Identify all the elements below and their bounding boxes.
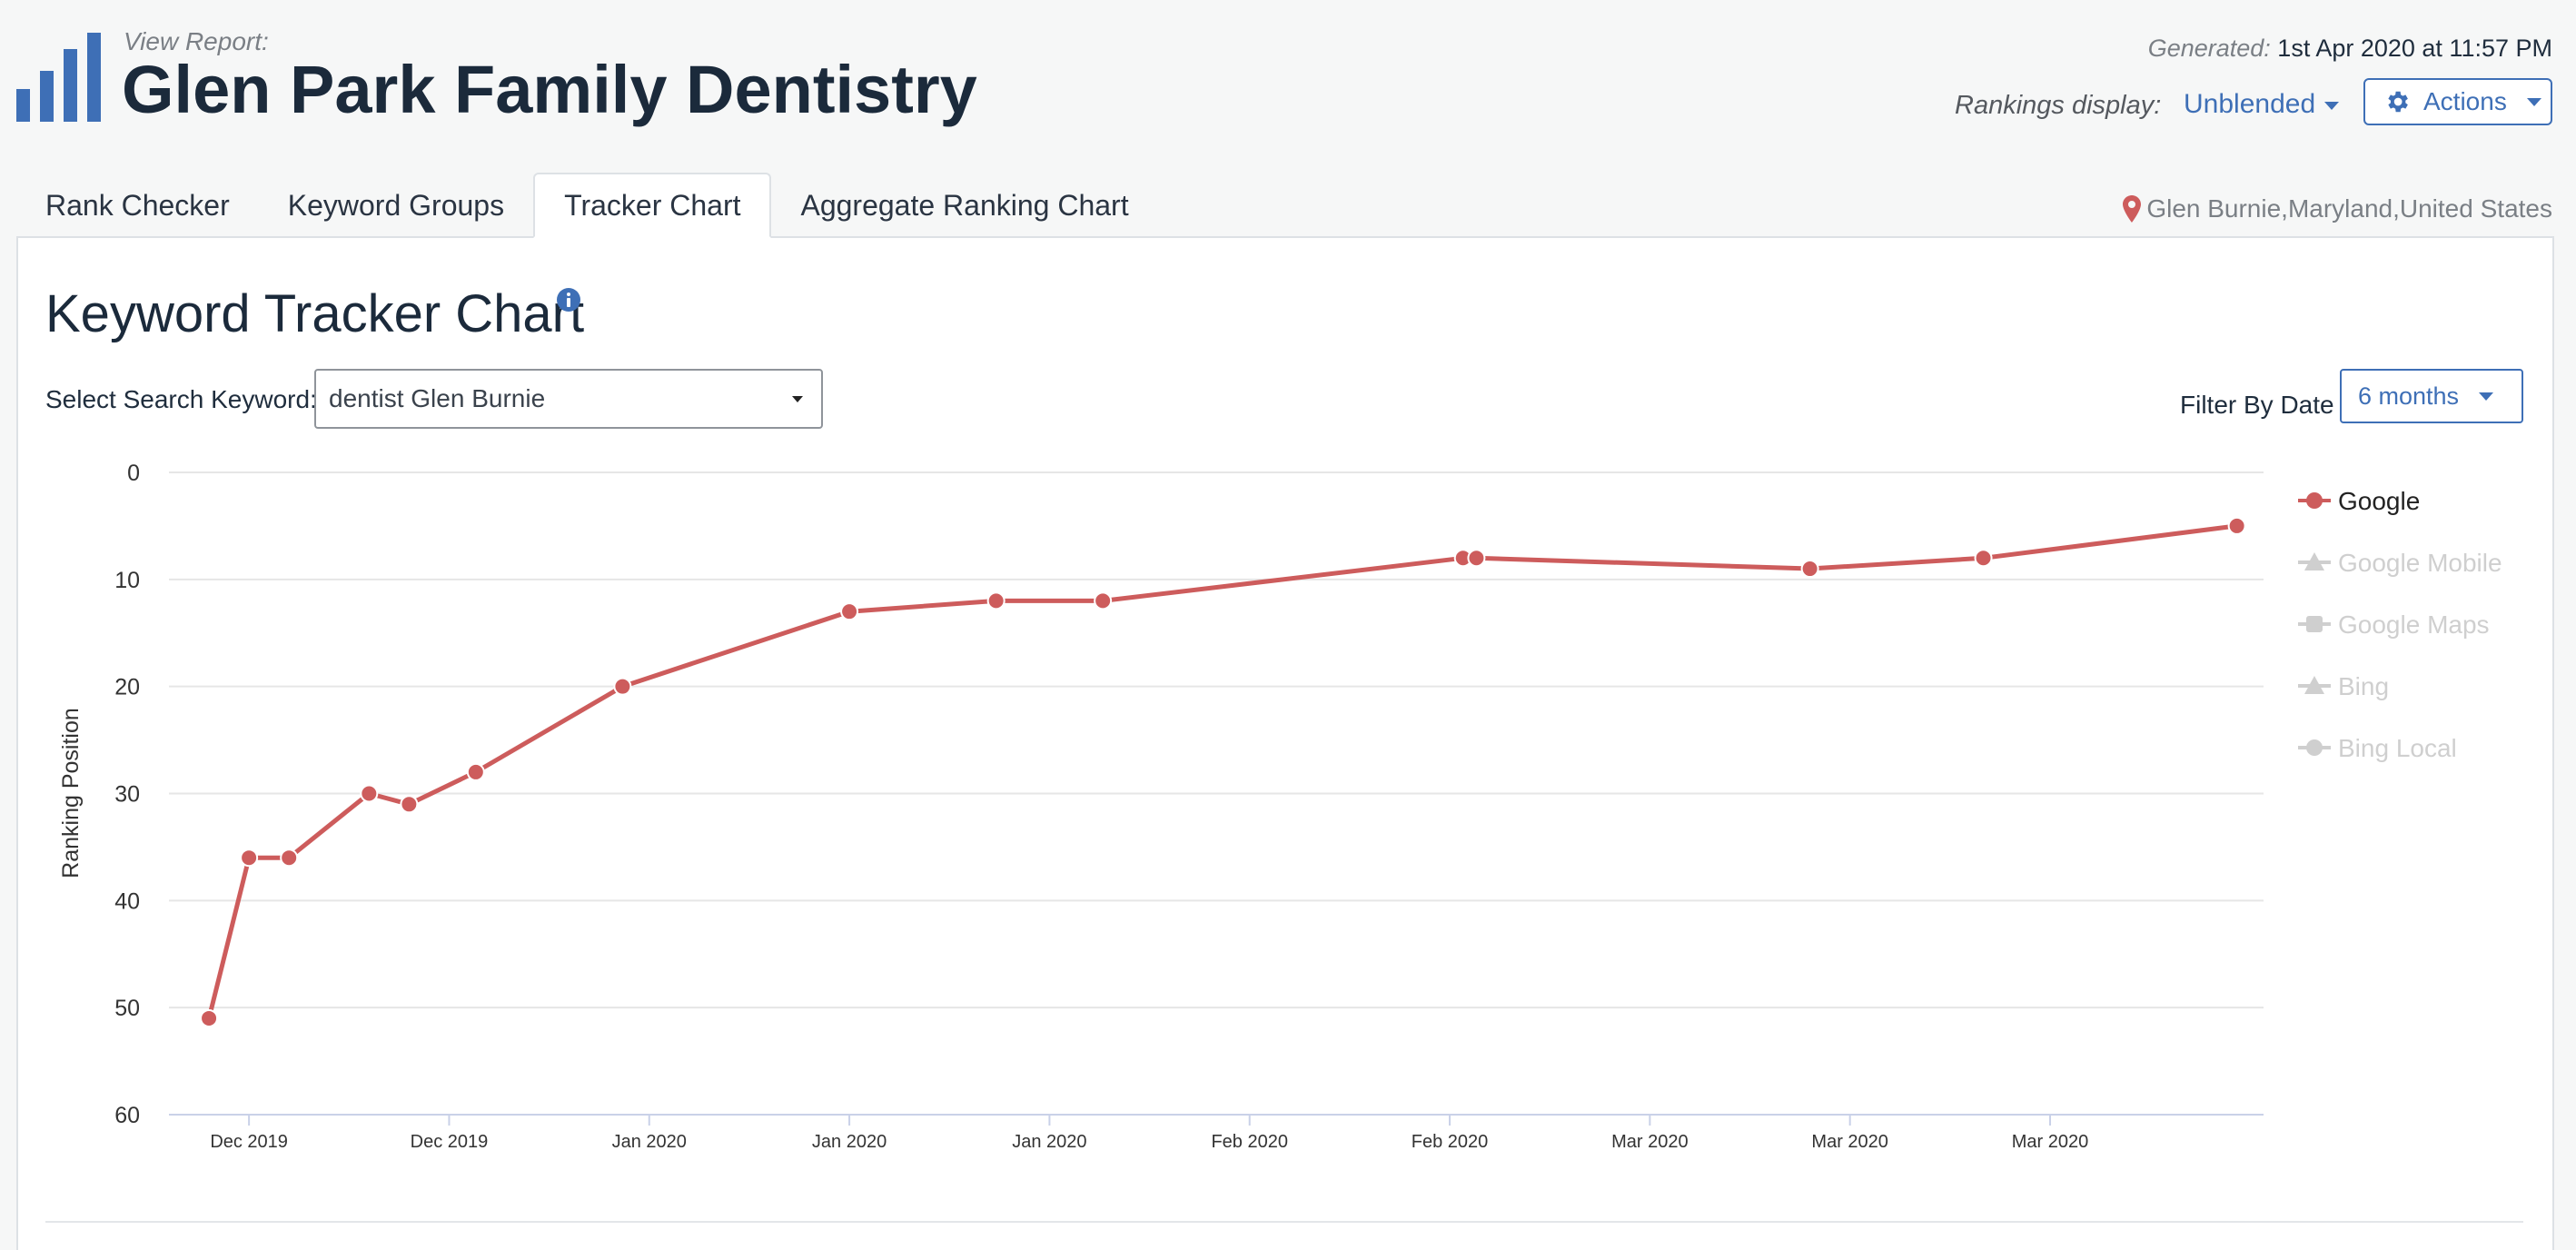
data-point [200,1008,219,1027]
tab-rank-checker[interactable]: Rank Checker [45,188,230,222]
y-tick-label: 10 [114,568,140,593]
y-tick-label: 0 [127,461,140,486]
tab-tracker-chart[interactable]: Tracker Chart [533,173,772,238]
data-point [1974,549,1993,568]
actions-button[interactable]: Actions [2363,78,2552,125]
data-point [240,848,259,868]
rankings-display-dropdown[interactable]: Unblended [2184,89,2340,120]
gear-icon [2388,91,2408,113]
data-point [986,591,1006,610]
x-tick-label: Jan 2020 [1012,1132,1086,1152]
chart-panel-title: Keyword Tracker Chart [45,284,585,343]
y-tick-label: 60 [114,1103,140,1128]
panel-divider [45,1221,2523,1223]
data-point [1467,549,1486,568]
rankings-display-value: Unblended [2184,89,2316,119]
legend-item[interactable]: Bing [2298,672,2389,700]
y-tick-label: 20 [114,675,140,700]
data-point [400,795,419,814]
x-tick-label: Mar 2020 [1611,1132,1689,1152]
legend-marker-circle-icon [2306,739,2323,756]
legend-marker-triangle-icon [2304,552,2324,570]
x-tick-label: Mar 2020 [1811,1132,1888,1152]
keyword-select[interactable]: dentist Glen Burnie [314,369,823,429]
generated-value: 1st Apr 2020 at 11:57 PM [2277,35,2552,62]
generated-timestamp: Generated: 1st Apr 2020 at 11:57 PM [2148,35,2552,63]
legend-label: Google Maps [2338,610,2490,639]
info-icon[interactable] [556,287,581,312]
data-point [1094,591,1113,610]
y-tick-label: 30 [114,782,140,808]
tab-aggregate-ranking-chart[interactable]: Aggregate Ranking Chart [800,188,1129,222]
y-axis-label: Ranking Position [58,708,84,878]
x-tick-label: Mar 2020 [2012,1132,2089,1152]
filter-by-date-label: Filter By Date [2180,391,2334,419]
location-text: Glen Burnie,Maryland,United States [2146,194,2552,223]
keyword-select-label: Select Search Keyword: [45,385,317,413]
page-title: Glen Park Family Dentistry [122,52,977,127]
x-tick-label: Feb 2020 [1412,1132,1489,1152]
data-point [360,784,379,803]
data-point [840,602,859,621]
generated-label: Generated: [2147,35,2271,62]
x-tick-label: Dec 2019 [210,1132,288,1152]
actions-label: Actions [2423,87,2507,115]
data-point [1800,560,1819,579]
y-tick-label: 40 [114,888,140,914]
view-report-label: View Report: [124,27,269,55]
date-filter-value: 6 months [2358,382,2460,410]
chevron-down-icon [2479,392,2494,401]
legend-item[interactable]: Google Maps [2298,610,2490,639]
chevron-down-icon [2324,101,2340,110]
legend-label: Google [2338,487,2420,515]
data-point [2227,516,2246,535]
legend-marker-square-icon [2306,616,2323,632]
legend-label: Bing [2338,672,2389,700]
legend-item[interactable]: Google Mobile [2298,549,2502,577]
legend-marker-circle-icon [2306,492,2323,509]
map-pin-icon [2123,195,2142,223]
chevron-down-icon [792,396,803,402]
legend-label: Bing Local [2338,734,2457,762]
bar-chart-logo-icon [16,33,101,122]
data-point [280,848,299,868]
data-point [613,677,632,696]
date-filter-dropdown[interactable]: 6 months [2340,369,2523,423]
x-tick-label: Feb 2020 [1211,1132,1288,1152]
x-tick-label: Jan 2020 [812,1132,887,1152]
series-line-google [206,523,2237,1019]
chevron-down-icon [2526,97,2541,106]
tab-keyword-groups[interactable]: Keyword Groups [287,188,505,222]
legend-item[interactable]: Bing Local [2298,734,2457,762]
keyword-select-value: dentist Glen Burnie [329,384,546,412]
legend-marker-triangle-icon [2304,676,2324,694]
x-tick-label: Dec 2019 [411,1132,489,1152]
x-tick-label: Jan 2020 [612,1132,687,1152]
location-indicator: Glen Burnie,Maryland,United States [2123,194,2552,223]
y-tick-label: 50 [114,996,140,1021]
legend-label: Google Mobile [2338,549,2502,577]
legend-item[interactable]: Google [2298,487,2420,515]
data-point [466,762,485,781]
rankings-display-label: Rankings display: [1955,91,2162,120]
report-tabs: Rank Checker Keyword Groups Tracker Char… [16,173,1158,238]
